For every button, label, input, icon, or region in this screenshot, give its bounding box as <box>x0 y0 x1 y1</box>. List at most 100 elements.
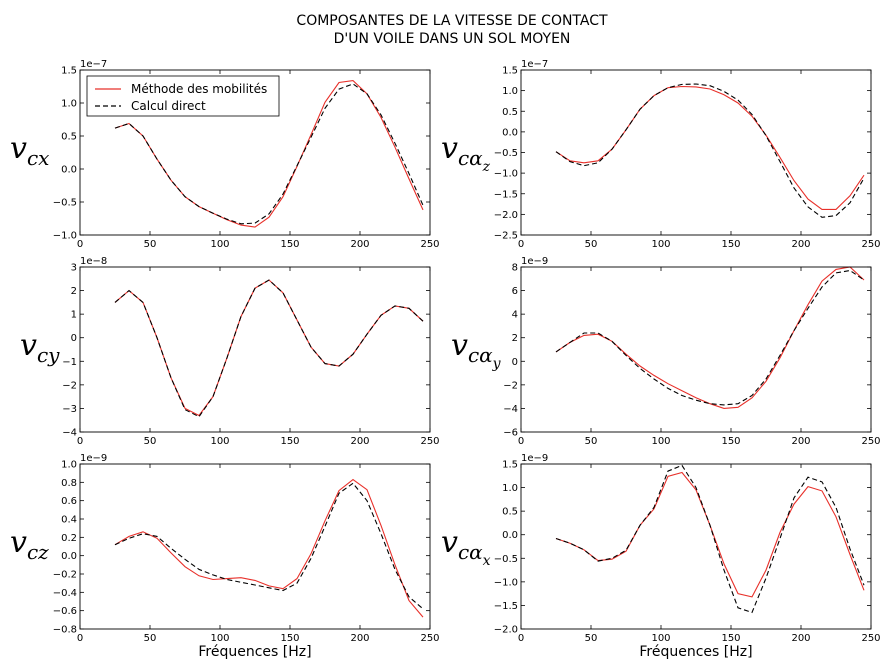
subplot-3: 0 50 100 150 200 250 −4 −3 −2 −1 0 1 2 31e−8 vcy <box>20 256 440 447</box>
y-tick-label: −1.0 <box>494 577 518 588</box>
x-tick-label: 150 <box>721 436 740 447</box>
plot-area <box>80 464 430 629</box>
x-tick-label: 250 <box>420 239 439 250</box>
x-tick-label: 250 <box>861 633 880 644</box>
y-axis-label: vcαy <box>451 328 502 372</box>
x-axis-label: Fréquences [Hz] <box>639 644 752 660</box>
subplot-5: 0 50 100 150 200 250 −0.8 −0.6 −0.4 −0.2 0.0 0.2 0.4… <box>10 453 440 660</box>
y-multiplier: 1e−9 <box>80 453 107 464</box>
x-tick-label: 250 <box>420 436 439 447</box>
y-tick-label: −1.0 <box>53 231 77 242</box>
y-tick-label: −4 <box>503 404 518 415</box>
y-tick-label: 1.0 <box>61 460 77 471</box>
y-tick-label: 0.0 <box>502 530 518 541</box>
y-tick-label: −0.5 <box>494 554 518 565</box>
x-tick-label: 0 <box>77 239 83 250</box>
x-tick-label: 250 <box>861 436 880 447</box>
y-tick-label: −2 <box>62 380 77 391</box>
plot-area <box>521 464 871 629</box>
legend: Méthode des mobilités Calcul direct <box>86 75 280 117</box>
legend-box <box>86 75 280 117</box>
y-tick-label: 0.8 <box>61 478 77 489</box>
axes-frame <box>520 266 872 433</box>
y-tick-label: −0.8 <box>53 625 77 636</box>
series-direct-line <box>555 269 865 406</box>
y-tick-label: 0.6 <box>61 496 77 507</box>
y-tick-label: 1 <box>71 310 77 321</box>
legend-label-direct: Calcul direct <box>131 99 206 113</box>
y-multiplier: 1e−8 <box>80 256 107 267</box>
series-direct-line <box>555 83 865 218</box>
y-axis-label: vcαz <box>441 131 491 175</box>
series-direct-line <box>114 83 424 225</box>
y-tick-label: −0.5 <box>53 198 77 209</box>
subplot-6: 0 50 100 150 200 250 −2.0 −1.5 −1.0 −0.5 0.0 0.5 1.0… <box>441 453 881 660</box>
axes-frame <box>79 463 431 630</box>
y-tick-label: −1.5 <box>494 189 518 200</box>
y-tick-label: 0.0 <box>502 127 518 138</box>
x-tick-label: 250 <box>420 633 439 644</box>
y-tick-label: −0.2 <box>53 570 77 581</box>
y-tick-label: 0.5 <box>61 132 77 143</box>
x-tick-label: 0 <box>518 436 524 447</box>
y-tick-label: −0.6 <box>53 606 77 617</box>
y-tick-label: −6 <box>503 428 518 439</box>
x-tick-label: 200 <box>350 436 369 447</box>
y-tick-label: 3 <box>71 263 77 274</box>
axes-frame <box>79 266 431 433</box>
figure-title-line2: D'UN VOILE DANS UN SOL MOYEN <box>334 31 571 47</box>
y-tick-label: 0 <box>71 333 77 344</box>
y-tick-label: −2 <box>503 380 518 391</box>
y-axis-label: vcz <box>10 525 49 564</box>
y-tick-label: 0.0 <box>61 165 77 176</box>
y-tick-label: 1.0 <box>502 86 518 97</box>
y-axis-label: vcαx <box>441 525 491 569</box>
x-tick-label: 150 <box>280 633 299 644</box>
subplot-2: 0 50 100 150 200 250 −2.5 −2.0 −1.5 −1.0 −0.5 0.0 0.… <box>441 59 881 250</box>
series-direct-line <box>555 464 865 614</box>
plot-area <box>80 267 430 432</box>
series-direct-line <box>114 482 424 610</box>
subplot-4: 0 50 100 150 200 250 −6 −4 −2 0 2 4 6 81e−9 vcαy <box>451 256 881 447</box>
y-tick-label: −4 <box>62 428 77 439</box>
y-tick-label: 0.5 <box>502 107 518 118</box>
x-tick-label: 100 <box>651 633 670 644</box>
x-tick-label: 200 <box>350 239 369 250</box>
x-tick-label: 200 <box>791 239 810 250</box>
x-tick-label: 50 <box>144 239 157 250</box>
x-tick-label: 100 <box>651 239 670 250</box>
y-tick-label: 8 <box>512 263 518 274</box>
x-tick-label: 150 <box>721 633 740 644</box>
x-tick-label: 50 <box>144 633 157 644</box>
y-tick-label: 1.0 <box>61 99 77 110</box>
y-tick-label: −0.5 <box>494 148 518 159</box>
x-tick-label: 150 <box>280 239 299 250</box>
y-tick-label: 0.0 <box>61 551 77 562</box>
y-multiplier: 1e−9 <box>521 256 548 267</box>
x-tick-label: 0 <box>518 633 524 644</box>
subplot-1: 0 50 100 150 200 250 −1.0 −0.5 0.0 0.5 1.0 1.51e−7 v… <box>10 59 440 250</box>
y-tick-label: 1.5 <box>502 66 518 77</box>
y-tick-label: 0.4 <box>61 515 77 526</box>
figure-title-line1: COMPOSANTES DE LA VITESSE DE CONTACT <box>296 13 608 29</box>
x-tick-label: 150 <box>280 436 299 447</box>
x-tick-label: 0 <box>518 239 524 250</box>
x-tick-label: 50 <box>585 436 598 447</box>
y-tick-label: −3 <box>62 404 77 415</box>
y-tick-label: 4 <box>512 310 518 321</box>
y-tick-label: 2 <box>71 286 77 297</box>
y-tick-label: −1.5 <box>494 601 518 612</box>
plot-area <box>521 267 871 432</box>
y-tick-label: 1.5 <box>502 460 518 471</box>
y-tick-label: 0.2 <box>61 533 77 544</box>
y-tick-label: −2.0 <box>494 625 518 636</box>
y-tick-label: 1.0 <box>502 483 518 494</box>
y-multiplier: 1e−9 <box>521 453 548 464</box>
y-tick-label: 0 <box>512 357 518 368</box>
series-mobilites-line <box>114 478 424 618</box>
axes-frame <box>520 69 872 236</box>
y-tick-label: 2 <box>512 333 518 344</box>
axes-frame <box>79 69 431 236</box>
y-axis-label: vcy <box>20 328 60 367</box>
